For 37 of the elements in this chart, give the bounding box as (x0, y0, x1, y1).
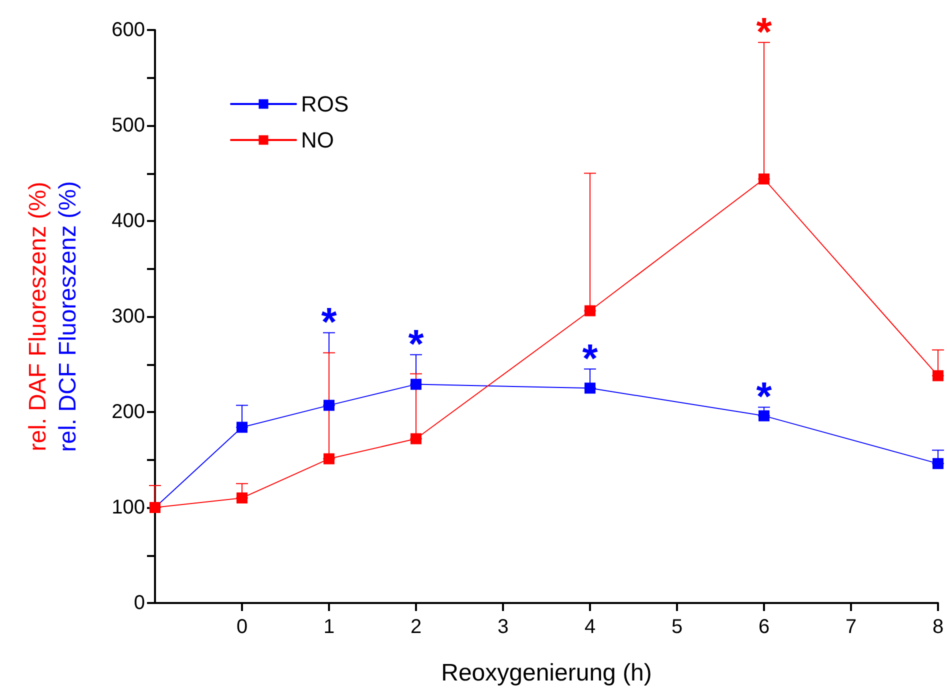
x-tick-label: 6 (758, 616, 770, 638)
x-tick-label: 4 (584, 616, 596, 638)
y-tick-label: 500 (112, 114, 145, 136)
x-axis-title: Reoxygenierung (h) (441, 660, 652, 686)
y-tick-label: 600 (112, 19, 145, 41)
annotation: * (408, 322, 424, 367)
x-tick-label: 1 (323, 616, 335, 638)
point (758, 410, 770, 422)
x-tick-label: 2 (410, 616, 422, 638)
y-tick-label: 400 (112, 210, 145, 232)
point (932, 370, 944, 382)
point (932, 458, 944, 470)
point (410, 433, 422, 444)
legend-label: ROS (301, 92, 349, 116)
point (236, 492, 248, 504)
x-tick-label: 0 (236, 616, 248, 638)
point (324, 400, 334, 411)
x-tick-label: 3 (497, 616, 509, 638)
legend-label: NO (301, 128, 334, 152)
point (758, 173, 770, 184)
annotation: * (321, 300, 338, 345)
point (410, 378, 422, 390)
y-tick-label: 200 (112, 401, 145, 423)
y-tick-label: 100 (112, 496, 145, 518)
point (584, 305, 596, 316)
y-tick-label: 300 (112, 306, 145, 328)
point (236, 422, 248, 433)
point (324, 453, 334, 464)
annotation: * (756, 375, 772, 420)
x-tick-label: 8 (932, 616, 944, 638)
y-tick-label: 0 (134, 592, 145, 614)
x-tick-label: 5 (671, 616, 683, 638)
point (584, 382, 596, 394)
x-tick-label: 7 (845, 616, 857, 638)
y-axis-title: rel. DAF Fluoreszenz (%) rel. DCF Fluoreszenz (%) (24, 181, 82, 452)
annotation: * (582, 337, 598, 382)
annotation: * (756, 10, 772, 54)
